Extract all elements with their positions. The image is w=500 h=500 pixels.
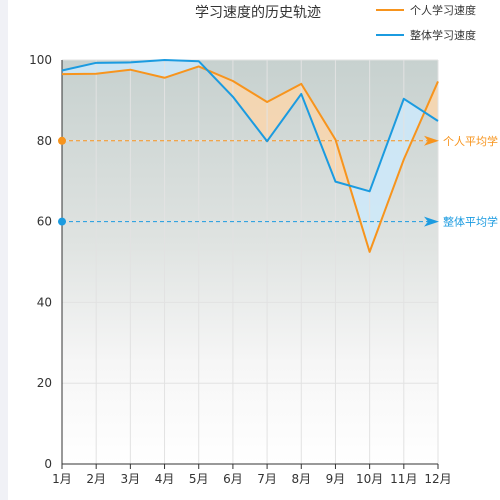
reference-line-start-dot [58,217,66,226]
band-segment [369,98,404,252]
x-tick-label: 5月 [189,472,209,486]
y-tick-label: 60 [37,215,52,229]
band-segment [164,60,199,78]
axes: 0 20 40 60 80 100 1月 2月 3月 4月 5月 6月 7月 8月 9月 10月 11月 12月 [29,53,452,486]
legend: 个人学习速度 整体学习速度 [376,3,476,42]
reference-line-label: 个人平均学 [443,134,498,148]
reference-line-arrow [424,135,439,146]
series-line [61,65,439,253]
reference-line-start-dot [58,136,66,145]
band-segment [130,60,165,78]
x-tick-label: 4月 [155,472,175,486]
chart-title: 学习速度的历史轨迹 [195,5,321,21]
series-lines [61,59,439,253]
reference-line-label: 整体平均学 [443,215,498,229]
y-tick-label: 40 [37,295,52,309]
y-tick-label: 0 [44,457,52,471]
x-tick-label: 8月 [291,472,311,486]
y-tick-label: 80 [37,134,52,148]
x-tick-label: 3月 [121,472,141,486]
gridlines [62,59,439,464]
legend-label-overall: 整体学习速度 [410,28,476,42]
x-tick-label: 7月 [257,472,277,486]
x-tick-label: 9月 [326,472,346,486]
series-line [61,59,439,193]
x-tick-label: 10月 [356,472,383,486]
left-edge-strip [0,0,8,500]
legend-label-personal: 个人学习速度 [410,3,476,17]
x-tick-label: 2月 [86,472,106,486]
band-segment [96,62,131,74]
band-segment [232,81,268,142]
plot-background [62,60,438,464]
reference-line-arrow [424,216,439,227]
x-tick-label: 11月 [390,472,417,486]
x-tick-label: 1月 [52,472,72,486]
y-tick-label: 100 [29,53,52,67]
band-segment [403,98,425,160]
x-tick-label: 6月 [223,472,243,486]
y-tick-label: 20 [37,376,52,390]
x-tick-label: 12月 [424,472,451,486]
